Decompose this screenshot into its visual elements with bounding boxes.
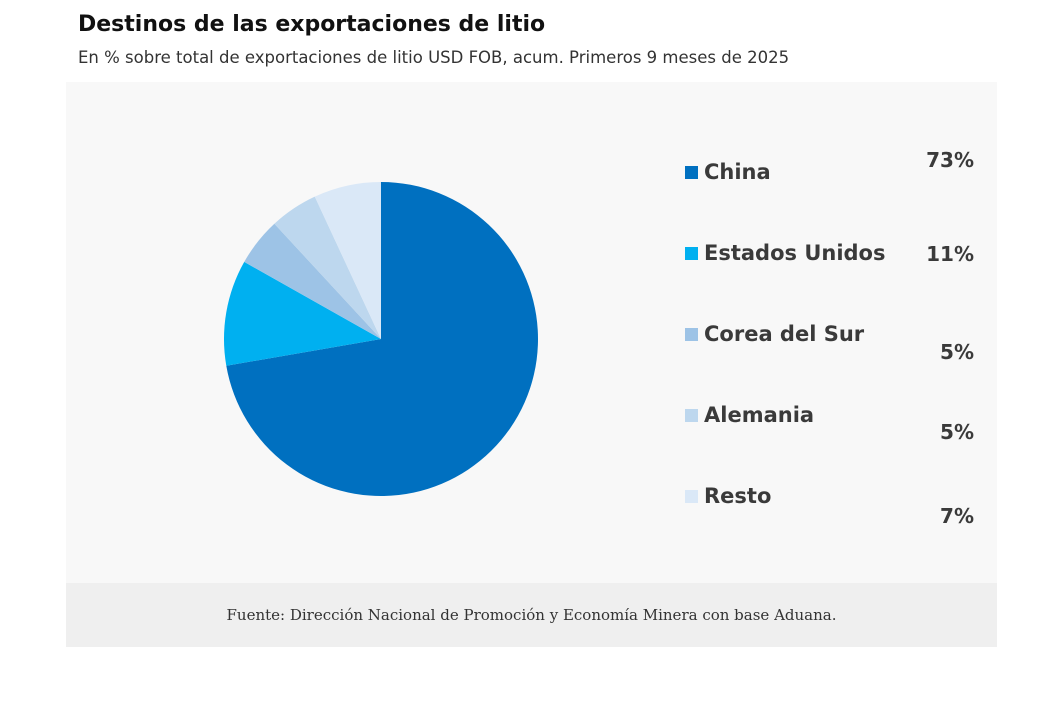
pie-slice-estados-unidos — [224, 261, 381, 366]
legend-label: China — [704, 160, 771, 184]
legend-item: China — [685, 160, 771, 184]
pie-chart — [224, 182, 539, 496]
chart-area: China 73% Estados Unidos 11% Corea del Sur 5%… — [66, 82, 997, 583]
legend-label: Corea del Sur — [704, 322, 865, 346]
chart-title: Destinos de las exportaciones de litio — [78, 12, 546, 37]
pie-slice-resto — [314, 182, 381, 339]
data-label: 11% — [926, 242, 974, 266]
legend-item: Corea del Sur — [685, 322, 864, 346]
data-label: 5% — [940, 420, 974, 444]
data-label: 7% — [940, 504, 974, 528]
legend-item: Estados Unidos — [685, 241, 885, 265]
source-note: Fuente: Dirección Nacional de Promoción … — [66, 583, 997, 647]
legend-swatch — [685, 408, 698, 422]
pie-slice-corea-del-sur — [244, 223, 381, 339]
legend-label: Estados Unidos — [704, 241, 886, 265]
data-label: 5% — [940, 340, 974, 364]
legend-label: Resto — [704, 484, 772, 508]
data-label: 73% — [926, 148, 974, 172]
legend-swatch — [685, 327, 698, 341]
pie-slice-alemania — [274, 196, 381, 339]
legend-label: Alemania — [704, 403, 815, 427]
legend-item: Alemania — [685, 403, 814, 427]
legend-item: Resto — [685, 484, 771, 508]
legend-swatch — [685, 246, 698, 260]
pie-slice-china — [226, 182, 539, 496]
legend-swatch — [685, 165, 698, 179]
legend-swatch — [685, 489, 698, 503]
chart-subtitle: En % sobre total de exportaciones de lit… — [78, 48, 790, 67]
